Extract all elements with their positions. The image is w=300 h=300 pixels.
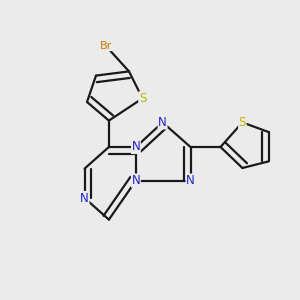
Text: S: S (239, 116, 246, 129)
Text: Br: Br (100, 40, 112, 51)
Text: N: N (131, 140, 140, 154)
Text: N: N (131, 174, 140, 187)
Text: N: N (186, 174, 195, 187)
Text: N: N (158, 116, 167, 129)
Text: N: N (80, 191, 89, 205)
Text: S: S (139, 92, 146, 105)
